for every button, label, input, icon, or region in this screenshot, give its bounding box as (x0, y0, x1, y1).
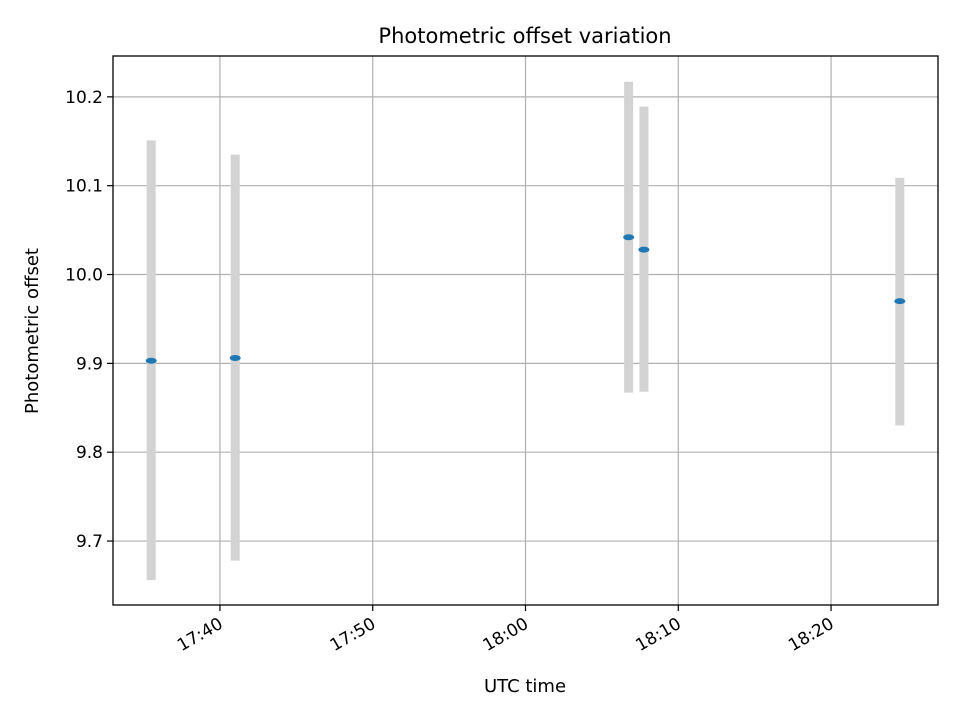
y-tick-label: 9.7 (76, 532, 103, 552)
y-tick-label: 10.1 (65, 177, 103, 197)
y-tick-label: 10.0 (65, 266, 103, 286)
data-point (145, 357, 157, 364)
y-tick-label: 9.9 (76, 354, 103, 374)
y-tick-label: 9.8 (76, 443, 103, 463)
grid (113, 56, 938, 605)
y-axis-label: Photometric offset (22, 248, 43, 414)
data-point (638, 246, 650, 253)
data-points (145, 234, 906, 364)
x-axis-label: UTC time (484, 676, 566, 697)
chart-title: Photometric offset variation (378, 24, 671, 48)
data-point (894, 298, 906, 305)
data-point (623, 234, 635, 241)
y-tick-label: 10.2 (65, 88, 103, 108)
data-point (229, 355, 241, 362)
